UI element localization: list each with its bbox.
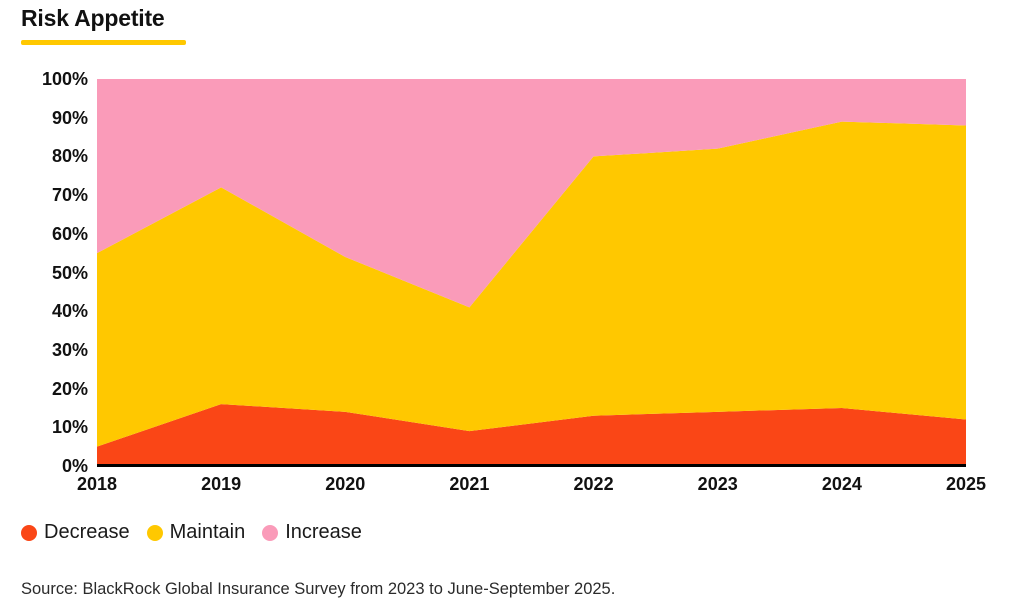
y-tick-label: 60% xyxy=(51,223,88,244)
y-tick-label: 70% xyxy=(51,185,88,206)
legend-dot-icon xyxy=(146,524,163,541)
x-tick-label: 2021 xyxy=(449,474,490,494)
legend-label: Increase xyxy=(285,521,362,543)
y-tick-label: 90% xyxy=(51,107,88,128)
title-underline xyxy=(21,40,186,45)
x-axis: 2018 2019 2020 2021 2022 2023 2024 2025 xyxy=(77,474,986,500)
y-tick-label: 20% xyxy=(51,378,88,399)
y-tick-label: 30% xyxy=(51,339,88,360)
y-tick-label: 50% xyxy=(51,262,88,283)
y-tick-label: 10% xyxy=(51,417,88,438)
legend-label: Decrease xyxy=(44,521,130,543)
area-series-increase xyxy=(97,79,966,308)
legend-dot-icon xyxy=(21,524,37,541)
plot-area xyxy=(97,79,966,466)
area-series-maintain xyxy=(97,121,966,447)
y-tick-label: 80% xyxy=(51,146,88,167)
y-tick-label: 0% xyxy=(61,456,88,476)
x-tick-label: 2024 xyxy=(821,474,862,494)
legend-item-maintain: Maintain xyxy=(146,521,246,544)
x-tick-label: 2019 xyxy=(201,474,242,494)
x-tick-label: 2023 xyxy=(697,474,738,494)
x-tick-label: 2018 xyxy=(76,474,118,494)
legend-item-decrease: Decrease xyxy=(21,521,130,544)
area-series-decrease xyxy=(97,404,966,466)
y-axis: 100% 90% 80% 70% 60% 50% 40% 30% 20% 10% 0% xyxy=(0,69,88,476)
y-tick-label: 40% xyxy=(51,301,88,322)
legend: Decrease Maintain Increase xyxy=(21,521,362,544)
stacked-area-chart xyxy=(97,79,966,466)
x-tick-label: 2025 xyxy=(945,474,987,494)
legend-label: Maintain xyxy=(169,521,246,543)
legend-item-increase: Increase xyxy=(262,521,362,544)
y-tick-label: 100% xyxy=(41,69,88,89)
source-text: Source: BlackRock Global Insurance Surve… xyxy=(21,580,616,598)
page-title: Risk Appetite xyxy=(21,5,165,31)
legend-dot-icon xyxy=(262,524,279,541)
x-tick-label: 2022 xyxy=(573,474,614,494)
x-tick-label: 2020 xyxy=(325,474,366,494)
x-axis-line xyxy=(97,464,966,467)
